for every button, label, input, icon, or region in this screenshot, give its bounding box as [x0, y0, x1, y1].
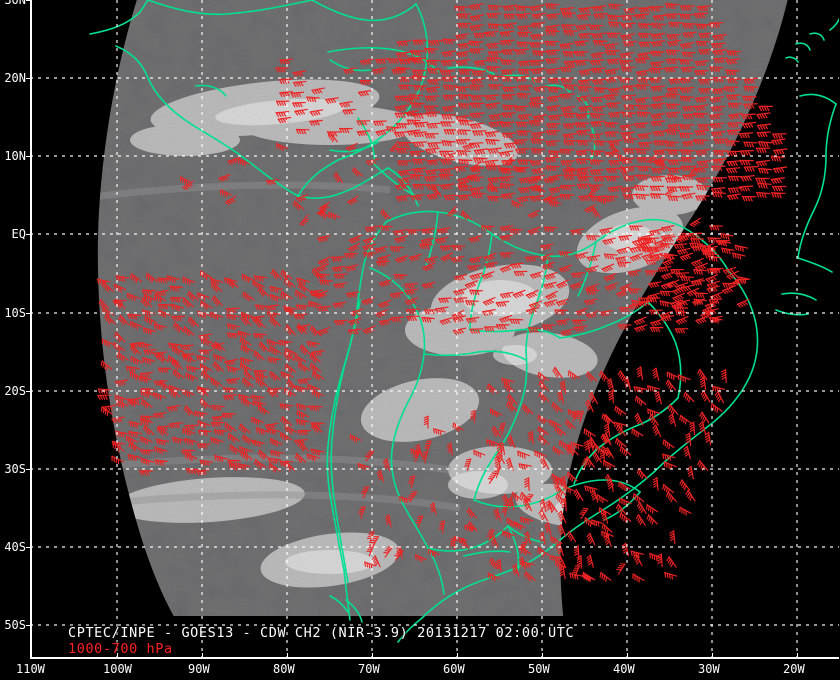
lat-tick-mark [26, 391, 31, 392]
limb-shadow-left [30, 0, 176, 620]
plot-frame-left [30, 0, 32, 659]
lat-tick-mark [26, 625, 31, 626]
lon-tick-mark [627, 653, 628, 658]
lon-tick-mark [117, 653, 118, 658]
lat-tick-mark [26, 469, 31, 470]
lon-tick-mark [202, 653, 203, 658]
lat-tick-mark [26, 78, 31, 79]
lat-lon-graticule [30, 0, 839, 658]
lon-tick-label: 50W [528, 662, 550, 676]
lon-tick-label: 30W [698, 662, 720, 676]
lat-tick-label: 50S [4, 618, 26, 632]
lon-tick-mark [797, 653, 798, 658]
lat-tick-mark [26, 0, 31, 1]
lat-tick-mark [26, 234, 31, 235]
lon-tick-mark [30, 653, 31, 658]
lon-tick-mark [287, 653, 288, 658]
lon-tick-mark [542, 653, 543, 658]
lat-tick-label: 40S [4, 540, 26, 554]
lon-tick-label: 40W [613, 662, 635, 676]
lat-tick-mark [26, 156, 31, 157]
plot-frame-bottom [30, 657, 839, 659]
lon-tick-mark [457, 653, 458, 658]
lat-tick-label: 30N [4, 0, 26, 7]
pressure-layer-label: 1000-700 hPa [68, 641, 173, 657]
lat-tick-label: EQ [11, 227, 26, 241]
lat-tick-label: 10S [4, 306, 26, 320]
map-plot-area[interactable]: CPTEC/INPE - GOES13 - CDW CH2 (NIR-3.9) … [30, 0, 839, 658]
lat-tick-label: 30S [4, 462, 26, 476]
product-title: CPTEC/INPE - GOES13 - CDW CH2 (NIR-3.9) … [68, 625, 575, 641]
lat-tick-mark [26, 313, 31, 314]
lon-tick-label: 60W [443, 662, 465, 676]
lon-tick-label: 100W [103, 662, 132, 676]
lat-tick-label: 10N [4, 149, 26, 163]
coastline-overlay [89, 0, 839, 643]
lon-tick-label: 70W [358, 662, 380, 676]
satellite-imagery-canvas [30, 0, 839, 658]
lat-tick-mark [26, 547, 31, 548]
limb-shadow-right [560, 0, 839, 640]
lon-tick-mark [712, 653, 713, 658]
lon-tick-label: 110W [16, 662, 45, 676]
lon-tick-mark [372, 653, 373, 658]
lat-tick-label: 20S [4, 384, 26, 398]
lon-tick-label: 80W [273, 662, 295, 676]
lon-tick-label: 20W [783, 662, 805, 676]
lat-tick-label: 20N [4, 71, 26, 85]
lon-tick-label: 90W [188, 662, 210, 676]
